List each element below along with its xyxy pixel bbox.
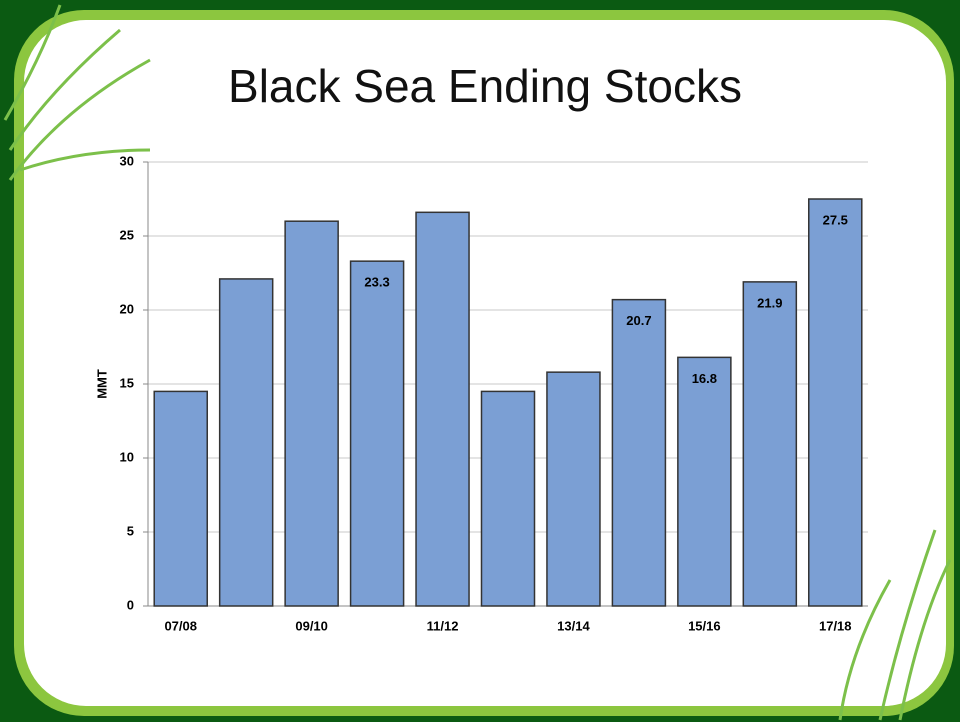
bar <box>284 220 339 607</box>
y-tick-label: 20 <box>120 301 134 316</box>
y-tick-label: 30 <box>120 153 134 168</box>
bar <box>415 211 470 607</box>
bar <box>546 371 601 607</box>
data-label: 16.8 <box>692 371 717 386</box>
data-label: 20.7 <box>626 313 651 328</box>
y-tick-label: 10 <box>120 449 134 464</box>
bar <box>808 198 863 607</box>
bar <box>677 356 732 607</box>
data-label: 21.9 <box>757 295 782 310</box>
y-tick-label: 25 <box>120 227 134 242</box>
bar <box>611 298 667 607</box>
x-tick-label: 11/12 <box>427 618 459 633</box>
y-tick-label: 5 <box>127 523 134 538</box>
y-tick-label: 15 <box>120 375 134 390</box>
bar <box>349 260 405 607</box>
y-tick-label: 0 <box>127 597 134 612</box>
wheat-decoration <box>3 4 952 721</box>
data-label: 23.3 <box>364 275 389 290</box>
bar <box>153 390 208 607</box>
bar <box>742 281 798 607</box>
bar <box>480 390 536 607</box>
x-tick-label: 17/18 <box>819 618 852 633</box>
data-label: 27.5 <box>823 212 848 227</box>
chart-title: Black Sea Ending Stocks <box>228 60 742 112</box>
x-tick-label: 15/16 <box>688 618 721 633</box>
y-axis-label: MMT <box>94 369 109 399</box>
bar <box>218 278 274 607</box>
x-tick-label: 09/10 <box>295 618 328 633</box>
x-tick-label: 13/14 <box>557 618 590 633</box>
x-tick-label: 07/08 <box>164 618 197 633</box>
